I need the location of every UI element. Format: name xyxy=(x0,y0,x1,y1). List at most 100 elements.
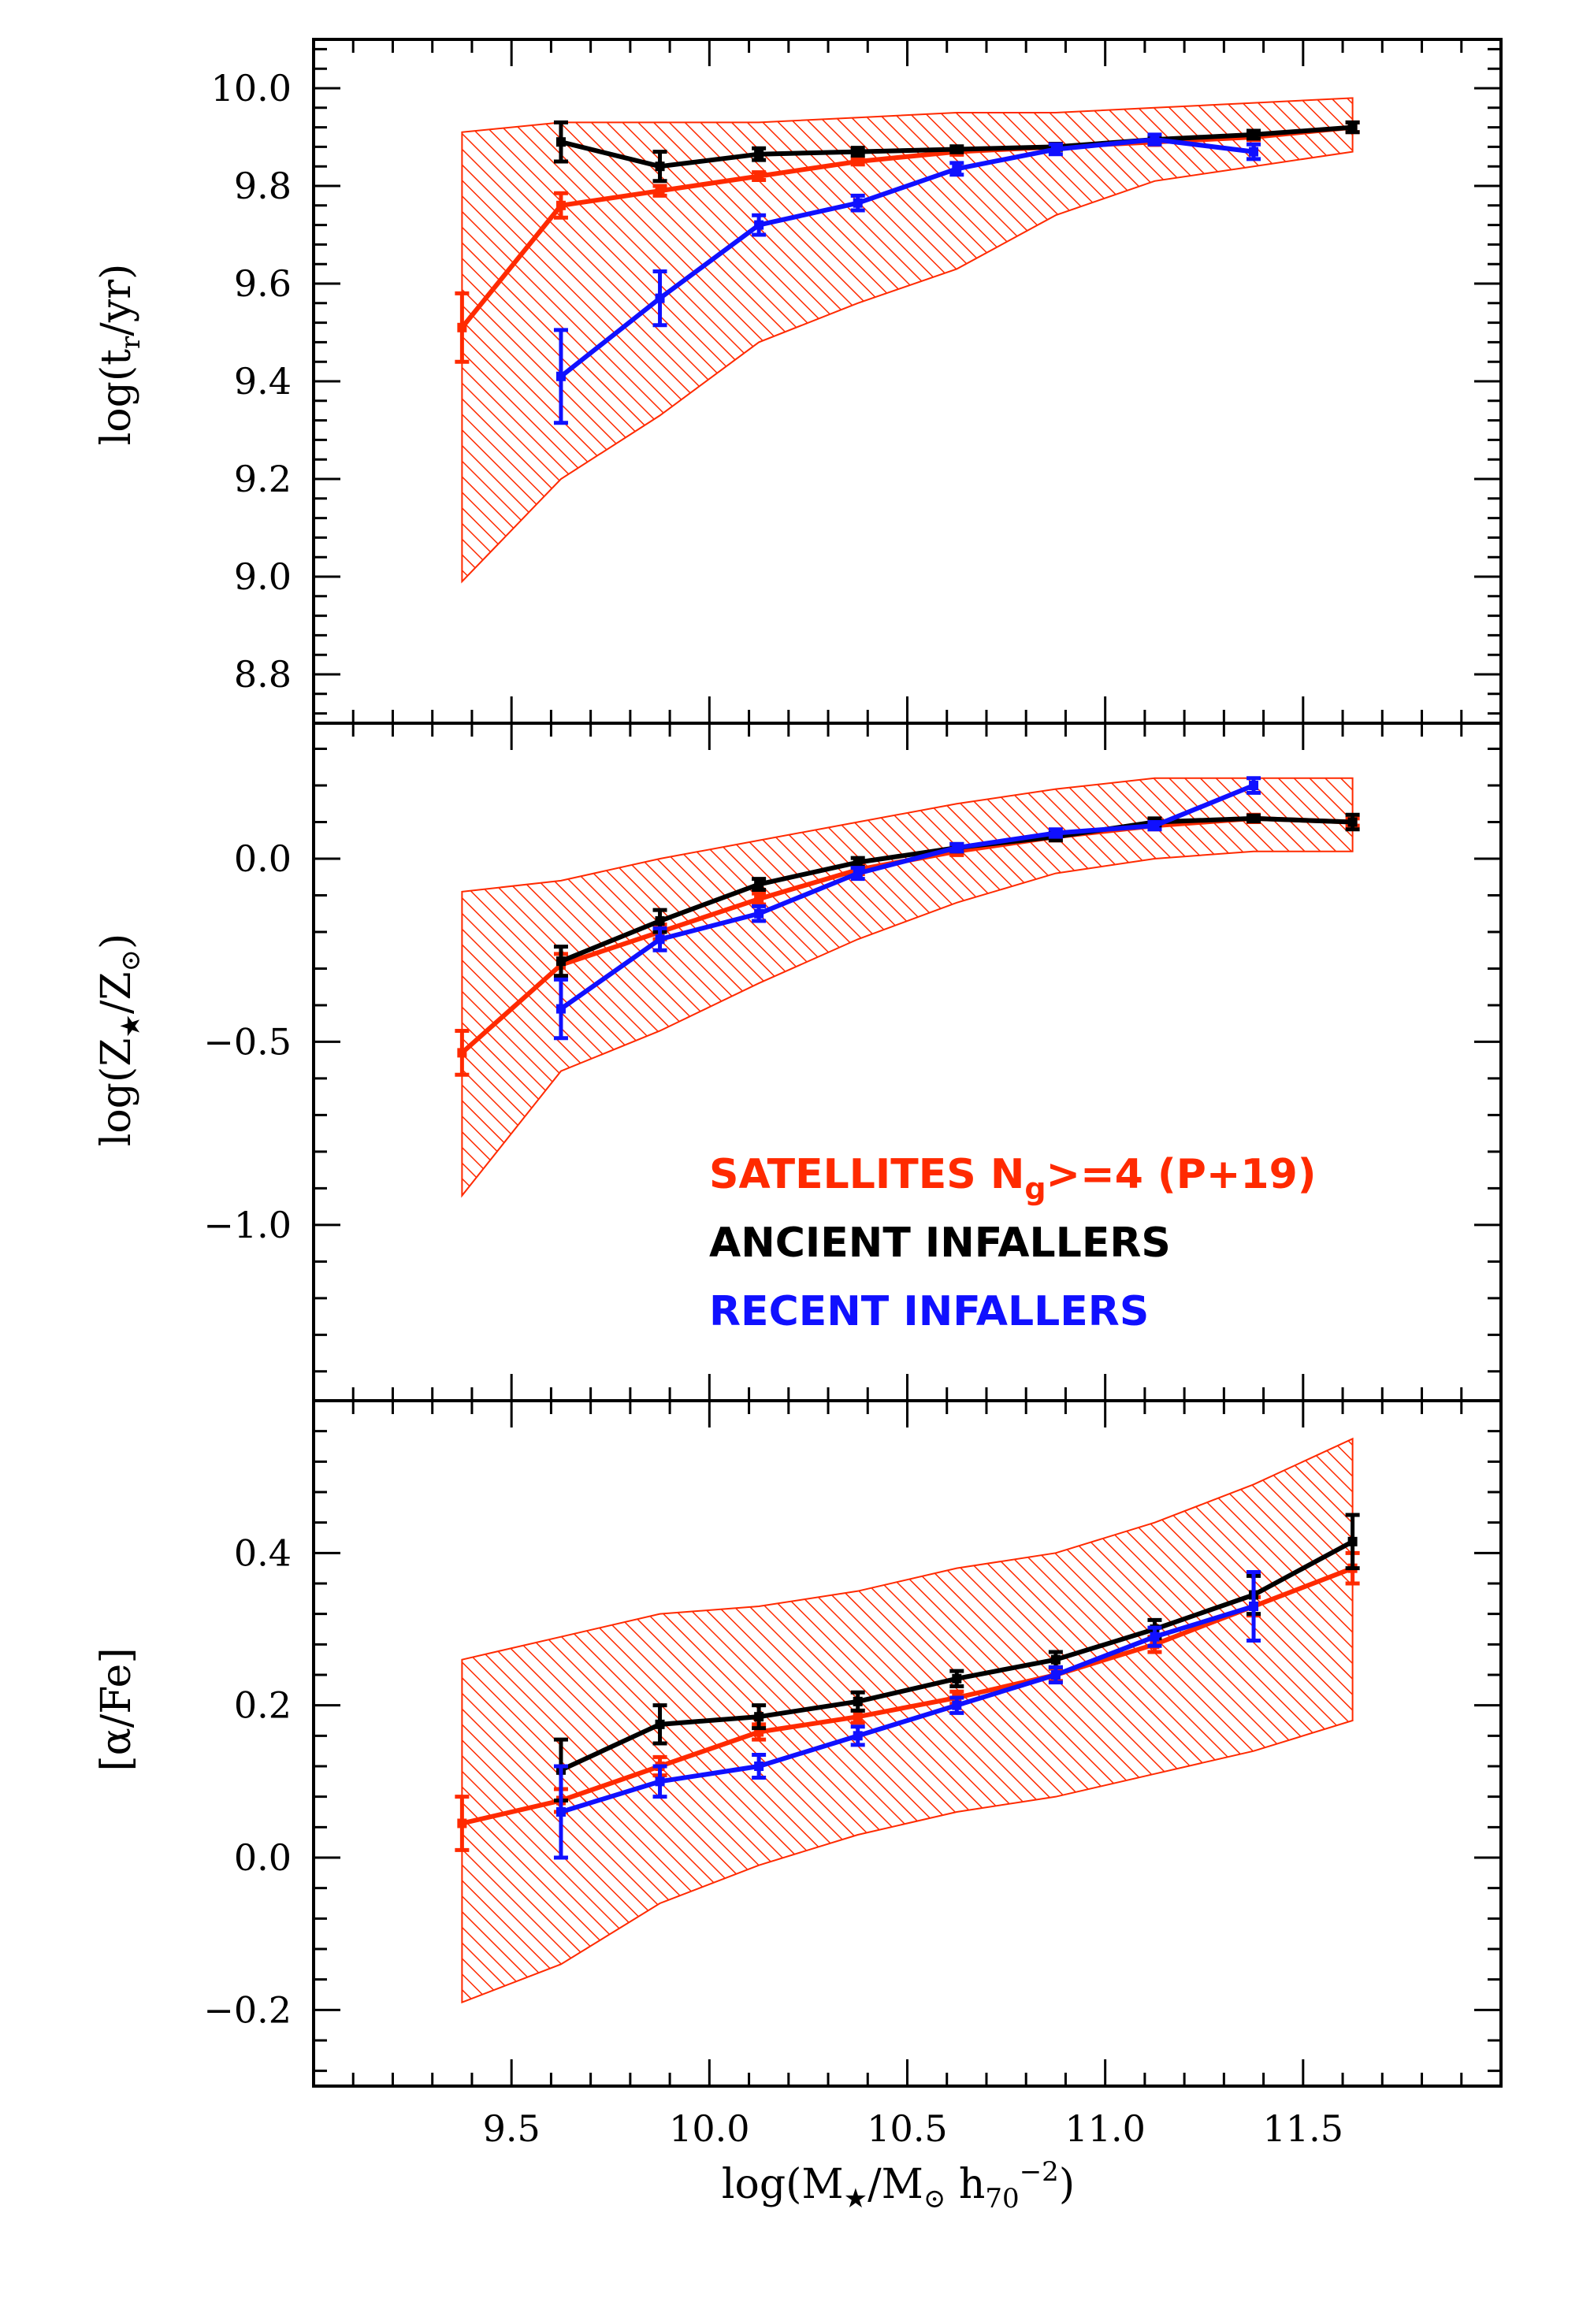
top-ytick-label: 8.8 xyxy=(234,653,292,696)
xlabel-tail: ) xyxy=(1059,2161,1075,2208)
middle-band xyxy=(461,777,1354,1198)
top-point-recent-infallers xyxy=(754,220,764,230)
bottom-point-recent-infallers xyxy=(1050,1670,1061,1680)
middle-ytick-label: −0.5 xyxy=(203,1020,292,1063)
legend-satellites-tail: >=4 (P+19) xyxy=(1046,1151,1317,1198)
top-point-recent-infallers xyxy=(1150,135,1160,145)
middle-point-ancient-infallers xyxy=(1347,817,1358,827)
top-point-recent-infallers xyxy=(853,198,863,208)
middle-point-ancient-infallers xyxy=(1249,813,1259,823)
bottom-point-recent-infallers xyxy=(555,1807,566,1817)
middle-ytick-label: −1.0 xyxy=(203,1204,292,1246)
top-point-recent-infallers xyxy=(655,293,665,303)
legend-satellites: SATELLITES Ng>=4 (P+19) xyxy=(709,1151,1317,1206)
bottom-line-satellites xyxy=(461,1565,1354,1826)
top-point-satellites xyxy=(555,200,566,210)
top-band xyxy=(461,97,1354,584)
middle-ylabel-sub: ★ xyxy=(115,1014,147,1038)
top-ylabel: log(tr/yr) xyxy=(93,264,147,446)
top-ytick-label: 9.2 xyxy=(234,458,292,500)
middle-point-recent-infallers xyxy=(555,1004,566,1014)
bottom-ytick-label: −0.2 xyxy=(203,1988,292,2031)
middle-point-ancient-infallers xyxy=(754,879,764,889)
panel-top: 8.8 9.0 9.2 9.4 9.6 9.8 10.0 xyxy=(211,38,1503,725)
xlabel-sub3: 70 xyxy=(985,2183,1019,2214)
middle-point-satellites xyxy=(754,894,764,904)
legend-satellites-sub: g xyxy=(1024,1171,1046,1206)
bottom-line-recent-infallers xyxy=(560,1604,1254,1814)
middle-point-recent-infallers xyxy=(655,934,665,945)
legend-recent: RECENT INFALLERS xyxy=(709,1288,1149,1335)
top-point-ancient-infallers xyxy=(655,161,665,172)
bottom-point-recent-infallers xyxy=(754,1762,764,1771)
top-ytick-label: 10.0 xyxy=(211,67,292,110)
bottom-point-satellites xyxy=(457,1818,467,1828)
top-point-ancient-infallers xyxy=(952,144,962,154)
top-ytick-label: 9.6 xyxy=(234,262,292,305)
top-point-recent-infallers xyxy=(555,371,566,381)
xlabel-mid: /M xyxy=(868,2161,923,2208)
middle-point-recent-infallers xyxy=(952,843,962,853)
top-ylabel-sub: r xyxy=(115,336,147,349)
top-point-ancient-infallers xyxy=(1249,129,1259,139)
top-ylabel-tail: /yr) xyxy=(93,264,140,336)
xtick-label: 10.5 xyxy=(867,2107,947,2150)
middle-point-ancient-infallers xyxy=(655,916,665,926)
legend-satellites-main: SATELLITES N xyxy=(709,1151,1024,1198)
middle-ylabel: log(Z★/Z⊙) xyxy=(93,934,147,1147)
bottom-ylabel: [α/Fe] xyxy=(93,1647,140,1771)
xtick-label: 11.5 xyxy=(1263,2107,1343,2150)
middle-ytick-label: 0.0 xyxy=(234,837,292,880)
top-point-satellites xyxy=(853,157,863,166)
xlabel-sup: −2 xyxy=(1020,2156,1059,2188)
middle-point-ancient-infallers xyxy=(853,857,863,867)
bottom-point-ancient-infallers xyxy=(952,1673,962,1684)
top-ytick-label: 9.4 xyxy=(234,360,292,403)
top-point-satellites xyxy=(655,186,665,196)
top-point-satellites xyxy=(754,171,764,181)
bottom-point-recent-infallers xyxy=(1150,1632,1160,1642)
xlabel-main: log(M xyxy=(722,2161,844,2208)
bottom-point-recent-infallers xyxy=(655,1776,665,1787)
bottom-point-ancient-infallers xyxy=(754,1712,764,1722)
top-line-satellites xyxy=(460,124,1353,329)
top-point-recent-infallers xyxy=(1249,147,1259,157)
xlabel-sub2: ⊙ xyxy=(923,2183,946,2214)
bottom-ytick-label: 0.0 xyxy=(234,1836,292,1879)
legend: SATELLITES Ng>=4 (P+19) ANCIENT INFALLER… xyxy=(709,1151,1317,1335)
top-ylabel-main: log(t xyxy=(93,349,140,446)
top-point-ancient-infallers xyxy=(555,137,566,147)
middle-point-satellites xyxy=(457,1048,467,1058)
bottom-point-ancient-infallers xyxy=(1050,1654,1061,1665)
middle-ylabel-sub2: ⊙ xyxy=(115,949,147,972)
xtick-label: 9.5 xyxy=(483,2107,541,2150)
top-point-recent-infallers xyxy=(952,164,962,174)
bottom-point-satellites xyxy=(853,1712,863,1722)
middle-point-recent-infallers xyxy=(754,908,764,919)
middle-point-recent-infallers xyxy=(1050,828,1061,838)
top-point-ancient-infallers xyxy=(754,149,764,159)
xlabel-mid2: h xyxy=(946,2161,985,2208)
middle-point-recent-infallers xyxy=(853,868,863,878)
top-ytick-label: 9.0 xyxy=(234,555,292,598)
bottom-point-ancient-infallers xyxy=(655,1719,665,1729)
middle-ylabel-tail: ) xyxy=(93,934,140,949)
bottom-ytick-label: 0.4 xyxy=(234,1531,292,1574)
middle-point-recent-infallers xyxy=(1249,781,1259,791)
legend-ancient: ANCIENT INFALLERS xyxy=(709,1220,1171,1267)
middle-point-ancient-infallers xyxy=(555,956,566,967)
middle-line-recent-infallers xyxy=(559,783,1255,1012)
bottom-point-recent-infallers xyxy=(952,1700,962,1710)
bottom-point-recent-infallers xyxy=(1249,1602,1259,1611)
top-point-satellites xyxy=(457,322,467,332)
bottom-point-ancient-infallers xyxy=(1347,1536,1358,1546)
panel-bottom: −0.2 0.0 0.2 0.4 9.5 10.0 10.5 11.0 11.5 xyxy=(203,1399,1503,2150)
bottom-point-recent-infallers xyxy=(853,1731,863,1741)
top-line-recent-infallers xyxy=(559,137,1254,379)
panels: 8.8 9.0 9.2 9.4 9.6 9.8 10.0 −1.0 −0.5 0.0 −0.2 0.0… xyxy=(203,38,1503,2150)
bottom-ytick-label: 0.2 xyxy=(234,1684,292,1727)
middle-point-recent-infallers xyxy=(1150,821,1160,831)
xlabel-sub: ★ xyxy=(844,2183,868,2214)
top-ytick-label: 9.8 xyxy=(234,165,292,207)
